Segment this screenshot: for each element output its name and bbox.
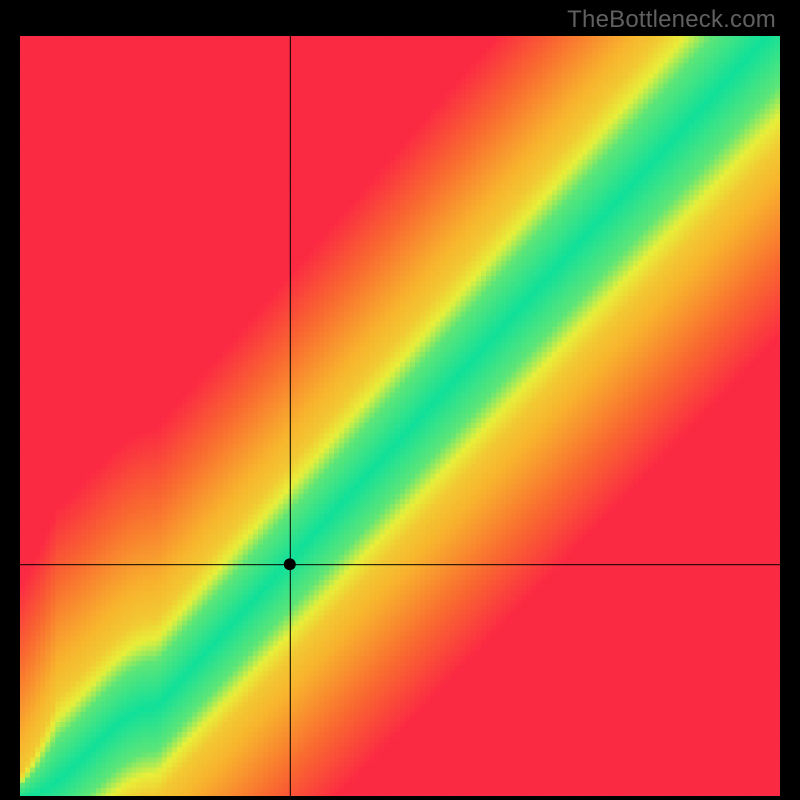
chart-container: TheBottleneck.com xyxy=(0,0,800,800)
plot-frame xyxy=(20,36,780,796)
bottleneck-heatmap xyxy=(20,36,780,796)
attribution-text: TheBottleneck.com xyxy=(567,6,776,34)
